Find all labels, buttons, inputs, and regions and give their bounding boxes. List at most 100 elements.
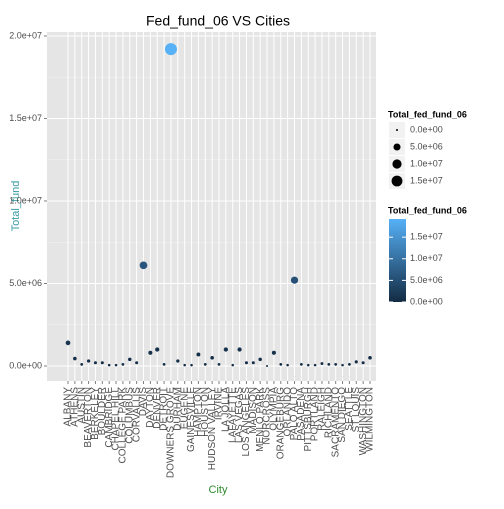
x-axis-label: City [209, 484, 228, 496]
point [210, 355, 214, 360]
x-tick-label: LOS ANGELES [241, 387, 252, 457]
point [155, 347, 160, 352]
point [183, 363, 186, 367]
x-tick-label: ORLANDO [282, 387, 293, 437]
legend-label: 5.0e+06 [410, 141, 443, 151]
x-tick-label: OLYMPIA [269, 387, 280, 431]
point [223, 347, 229, 352]
x-tick-label: LAS VEGAS [234, 387, 245, 443]
x-tick-label: WASHINGTON [358, 387, 369, 455]
point [361, 361, 365, 365]
point [217, 362, 221, 366]
point [306, 363, 310, 367]
point [237, 347, 242, 352]
legend-label: 1.0e+07 [410, 253, 443, 263]
point [266, 364, 269, 367]
legend-size-key [396, 129, 398, 131]
legend-size-key [391, 175, 403, 187]
point [86, 359, 91, 363]
legend-label: 0.0e+00 [410, 296, 443, 306]
point [368, 355, 372, 360]
point [164, 43, 177, 56]
x-tick-label: SAN DIEGO [337, 387, 348, 443]
y-tick-label: 0.0e+00 [9, 360, 42, 370]
x-tick-label: RALEIGH [317, 387, 328, 431]
point [176, 359, 180, 363]
x-tick-label: RICHLAND [323, 387, 334, 438]
point [300, 362, 303, 366]
y-tick-label: 2.0e+07 [9, 30, 42, 40]
legend-label: 5.0e+06 [410, 275, 443, 285]
x-tick-label: COLLEGE PARK [118, 387, 129, 464]
legend-label: 0.0e+00 [410, 124, 443, 134]
point [190, 363, 193, 367]
x-tick-label: PASADENA [296, 387, 307, 441]
x-tick-label: PITTSBURGH [303, 387, 314, 451]
x-tick-label: CHAPEL HILL [111, 387, 122, 451]
panel [47, 32, 376, 381]
point [65, 340, 71, 346]
legend-size-key [393, 143, 401, 151]
legend-label: 1.5e+07 [410, 232, 443, 242]
point [354, 360, 358, 364]
point [290, 276, 299, 284]
x-tick-label: BOULDER [97, 387, 108, 435]
point [196, 352, 201, 357]
x-tick-label: NORCROSS [262, 387, 273, 445]
y-tick-label: 1.0e+07 [9, 195, 42, 205]
x-tick-label: WILMINGTON [365, 387, 376, 452]
point [73, 356, 77, 361]
x-tick-label: EUGENE [179, 387, 190, 430]
point [231, 363, 234, 367]
x-tick-label: ST LOUIS [351, 387, 362, 433]
point [100, 361, 104, 365]
x-tick-label: BERKELEY [90, 387, 101, 440]
legend-size-key [392, 159, 402, 169]
x-tick-label: PORTLAND [310, 387, 321, 441]
x-tick-label: HUDSON VALLEY [207, 387, 218, 471]
y-tick-label: 5.0e+06 [9, 278, 42, 288]
point [80, 362, 84, 366]
x-tick-label: ALBANY [63, 387, 74, 427]
x-tick-label: GAINESVILLE [186, 387, 197, 452]
colorbar [389, 219, 406, 302]
point [258, 357, 262, 362]
point [279, 362, 283, 366]
x-tick-label: MADISON [248, 387, 259, 434]
x-tick-label: CORVALLIS [131, 387, 142, 443]
x-tick-label: CAMBRIDGE [104, 387, 115, 448]
point [121, 362, 125, 366]
point [162, 362, 166, 366]
x-tick-label: HOUSTON [200, 387, 211, 437]
x-tick-label: DETROIT [159, 387, 170, 431]
point [114, 363, 118, 367]
point [341, 363, 344, 367]
color-legend-title: Total_fed_fund_06 [388, 205, 467, 215]
size-legend-title: Total_fed_fund_06 [388, 109, 467, 119]
x-tick-label: LAFAYETTE [227, 387, 238, 443]
point [334, 362, 338, 366]
y-axis-label: Total_fund [10, 181, 22, 232]
legend-label: 1.5e+07 [410, 175, 443, 185]
point [271, 350, 276, 355]
x-tick-label: AUSTIN [76, 387, 87, 424]
x-tick-label: HAMPTON [193, 387, 204, 437]
x-tick-label: DURHAM [172, 387, 183, 431]
point [203, 362, 207, 366]
point [320, 362, 324, 365]
x-tick-label: IRVINE [214, 387, 225, 420]
point [107, 363, 111, 367]
x-tick-label: BEAVERTON [83, 387, 94, 448]
point [135, 361, 139, 365]
legend-label: 1.0e+07 [410, 158, 443, 168]
point [93, 361, 97, 365]
x-tick-label: ORANGEBURG [275, 387, 286, 459]
x-tick-label: LA JOLLA [221, 387, 232, 432]
x-tick-label: PALO ALTO [289, 387, 300, 441]
point [286, 363, 289, 367]
point [148, 350, 153, 355]
x-tick-label: DENVER [152, 387, 163, 429]
x-tick-label: SEATTLE [344, 387, 355, 431]
point [128, 357, 132, 362]
